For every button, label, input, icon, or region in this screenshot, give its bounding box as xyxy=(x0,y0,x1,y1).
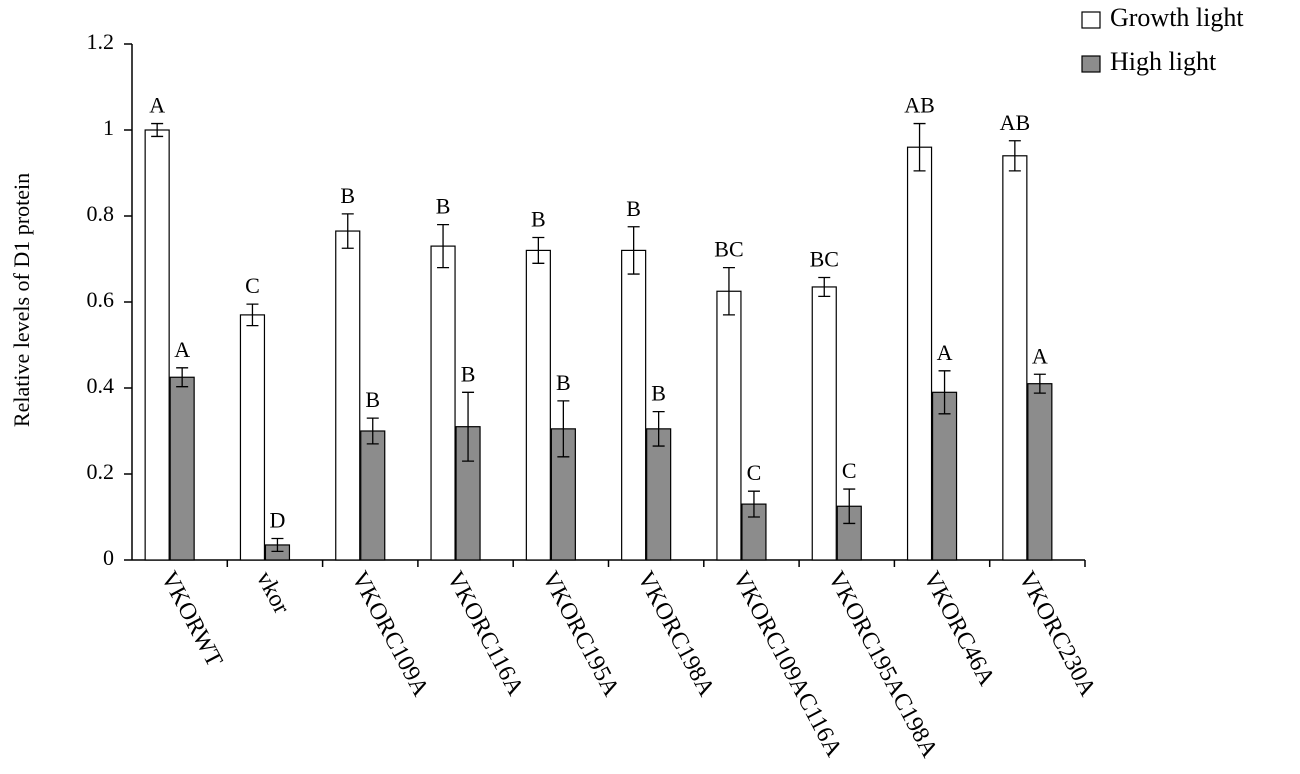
significance-label: A xyxy=(1032,343,1048,368)
y-tick-label: 0.8 xyxy=(87,201,115,226)
error-bar xyxy=(913,122,926,172)
bar xyxy=(239,314,266,561)
x-tick-label: VKORC109AC116A xyxy=(727,567,847,762)
bar xyxy=(360,430,386,561)
bar xyxy=(906,146,933,561)
significance-label: A xyxy=(937,340,953,365)
error-bar xyxy=(271,537,284,553)
bar xyxy=(144,129,170,561)
bar xyxy=(621,249,647,561)
bar xyxy=(169,376,195,561)
x-tick-label: VKORC46A xyxy=(918,567,1000,690)
y-tick-label: 0.4 xyxy=(87,373,115,398)
significance-label: BC xyxy=(810,247,839,272)
bar xyxy=(1027,383,1053,561)
error-bar xyxy=(818,276,831,298)
y-axis-label: Relative levels of D1 protein xyxy=(9,173,34,427)
y-tick-label: 0 xyxy=(103,545,114,570)
significance-label: A xyxy=(149,93,165,118)
x-tick-label: VKORC198A xyxy=(632,567,720,701)
x-tick-label: VKORC195A xyxy=(537,567,625,701)
bar xyxy=(931,391,958,561)
bar xyxy=(430,245,456,561)
significance-label: AB xyxy=(1000,110,1031,135)
error-bar xyxy=(151,122,164,138)
error-bar xyxy=(176,367,189,388)
bar xyxy=(716,290,742,561)
y-tick-label: 1 xyxy=(103,115,114,140)
y-tick-label: 1.2 xyxy=(87,29,115,54)
error-bar xyxy=(532,236,545,264)
bar xyxy=(811,286,837,561)
x-tick-label: VKORC230A xyxy=(1013,567,1101,701)
significance-label: B xyxy=(461,361,476,386)
y-tick-label: 0.6 xyxy=(87,287,115,312)
significance-label: D xyxy=(270,508,286,533)
error-bar xyxy=(627,226,640,275)
x-tick-label: VKORC195AC198A xyxy=(823,567,943,762)
significance-label: B xyxy=(365,387,380,412)
significance-label: C xyxy=(245,273,260,298)
error-bar xyxy=(1033,373,1046,394)
error-bar xyxy=(557,400,570,458)
significance-label: B xyxy=(651,381,666,406)
error-bar xyxy=(437,223,450,269)
bar xyxy=(335,230,361,561)
x-tick-label: VKORC116A xyxy=(441,567,528,700)
error-bar xyxy=(1008,140,1021,172)
error-bar xyxy=(747,490,760,518)
error-bar xyxy=(366,417,379,445)
significance-label: B xyxy=(436,194,451,219)
significance-label: C xyxy=(842,458,857,483)
error-bar xyxy=(652,411,665,447)
bar xyxy=(525,249,551,561)
significance-label: BC xyxy=(714,237,743,262)
significance-label: B xyxy=(556,370,571,395)
significance-label: B xyxy=(531,207,546,232)
significance-label: C xyxy=(747,460,762,485)
legend-swatch xyxy=(1081,11,1101,29)
y-tick-label: 0.2 xyxy=(87,459,115,484)
error-bar xyxy=(341,213,354,249)
bar xyxy=(1002,155,1028,561)
x-tick-label: vkor xyxy=(251,567,295,618)
error-bar xyxy=(722,266,735,316)
legend-label: Growth light xyxy=(1110,3,1244,32)
x-tick-label: VKORC109A xyxy=(346,567,434,701)
error-bar xyxy=(246,303,259,327)
bar xyxy=(646,428,672,561)
significance-label: B xyxy=(340,183,355,208)
error-bar xyxy=(462,391,475,462)
error-bar xyxy=(843,488,856,525)
x-tick-label: VKORWT xyxy=(155,567,227,671)
significance-label: B xyxy=(626,196,641,221)
legend-swatch xyxy=(1081,55,1101,73)
significance-label: AB xyxy=(904,93,935,118)
legend-label: High light xyxy=(1110,47,1217,76)
error-bar xyxy=(938,370,951,415)
significance-label: A xyxy=(174,337,190,362)
